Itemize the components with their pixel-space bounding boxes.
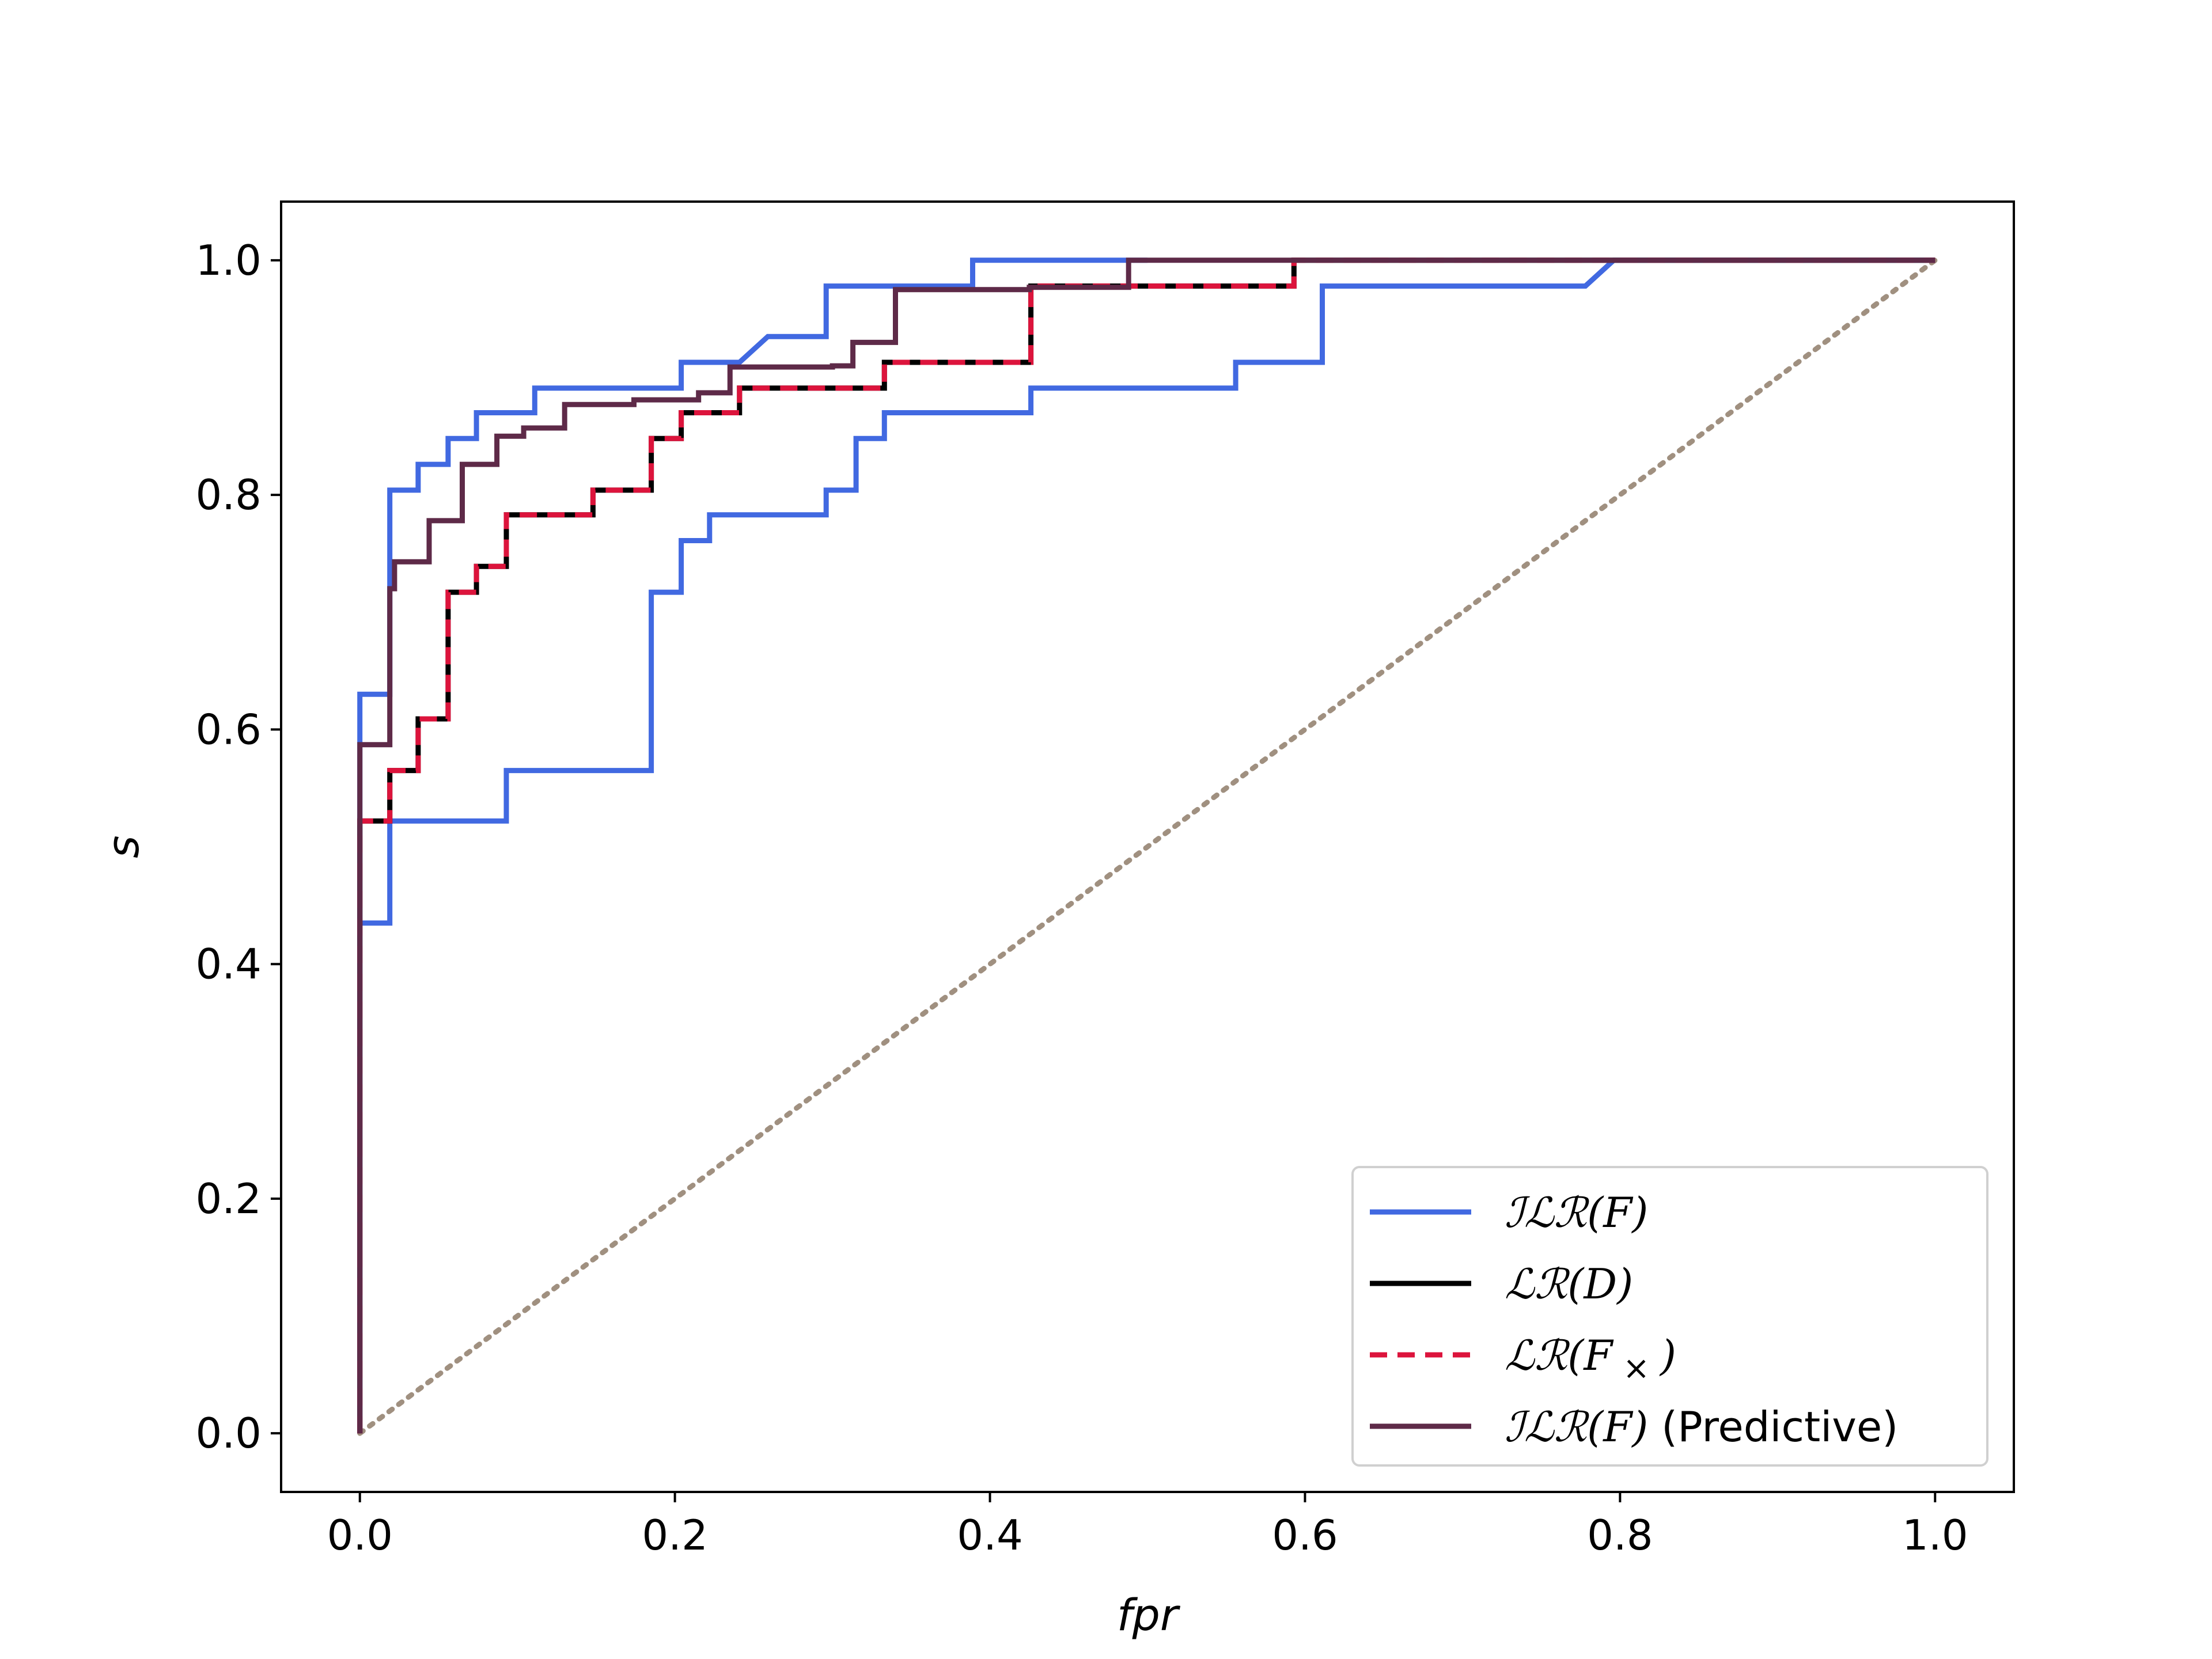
legend-label-part: ℒℛ( [1505,1331,1585,1380]
x-tick-label: 0.6 [1272,1511,1338,1559]
legend-label-lr-d: ℒℛ(D) [1505,1260,1633,1308]
legend-label-suffix: (Predictive) [1648,1403,1898,1451]
series-line-ilr-f-predictive [357,257,1936,1434]
legend-label-part: D [1582,1260,1617,1308]
legend-label-part: ℐℒℛ( [1505,1188,1604,1237]
legend-label-subscript: × [1612,1350,1660,1387]
legend-label-part: ) [1631,1188,1648,1237]
x-tick-label: 0.8 [1587,1511,1653,1559]
y-tick-label: 0.0 [195,1409,262,1457]
x-tick-label: 0.2 [642,1511,708,1559]
legend-label-part: ℐℒℛ( [1505,1403,1604,1451]
legend-label-part: ) [1631,1403,1648,1451]
y-tick-label: 0.2 [195,1175,262,1223]
series-line-lr-f [357,257,1936,1434]
series-line-ilr-f [357,257,1936,1434]
series-line-ilr-f-second-curve [357,257,1147,923]
legend-label-part: ) [1616,1260,1633,1308]
series-line-chance [357,257,1938,1436]
legend-box [1351,1166,1988,1467]
legend: ℐℒℛ(F)ℒℛ(D)ℒℛ(F × )ℐℒℛ(F) (Predictive) [1351,1166,1988,1467]
x-axis-ticks: 0.0 0.2 0.4 0.6 0.8 1.0 [327,1492,1968,1559]
legend-label-ilr-f-predictive: ℐℒℛ(F) (Predictive) [1505,1403,1898,1451]
legend-label-lr-f: ℒℛ(F × ) [1505,1331,1676,1387]
y-axis-ticks: 0.0 0.2 0.4 0.6 0.8 1.0 [195,236,281,1457]
legend-label-ilr-f: ℐℒℛ(F) [1505,1188,1648,1237]
plot-frame [280,200,2015,1493]
x-axis-label: fpr [1117,1589,1181,1641]
curves [357,257,1938,1436]
legend-label-part: ) [1659,1331,1676,1380]
y-tick-label: 0.6 [195,705,262,753]
legend-label-part: F [1582,1331,1614,1380]
legend-label-part: ℒℛ( [1505,1260,1585,1308]
y-axis-label: s [97,835,149,858]
x-tick-label: 1.0 [1902,1511,1968,1559]
y-tick-label: 0.8 [195,471,262,519]
legend-label-part: F [1602,1403,1634,1451]
y-tick-label: 0.4 [195,940,262,988]
legend-label-part: F [1602,1188,1634,1237]
y-tick-label: 1.0 [195,236,262,285]
x-tick-label: 0.4 [957,1511,1023,1559]
x-tick-label: 0.0 [327,1511,393,1559]
